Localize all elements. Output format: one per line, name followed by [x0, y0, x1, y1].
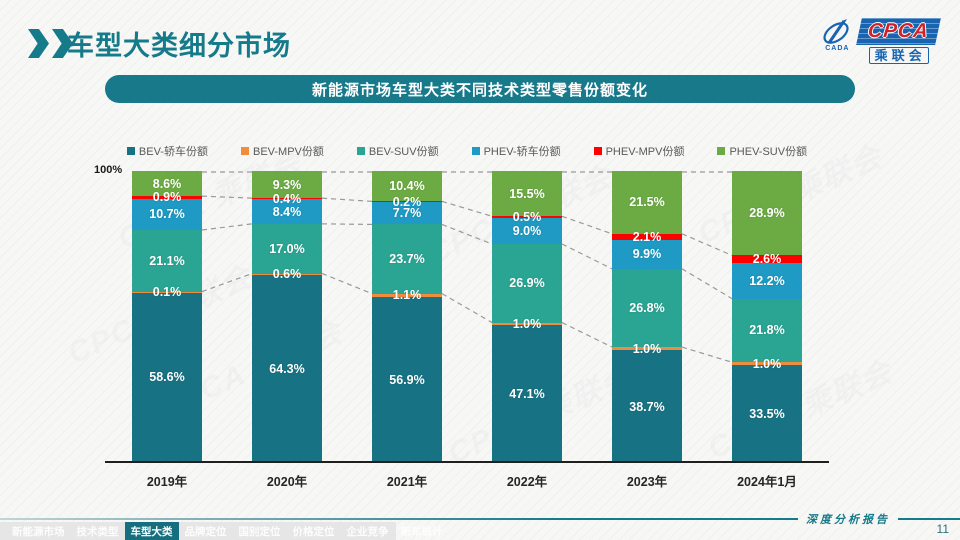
bar-segment: [372, 293, 442, 297]
nav-tab-2[interactable]: 技术类型: [76, 525, 119, 538]
bar-segment: [132, 230, 202, 292]
bar-segment: [372, 296, 442, 463]
cpca-acronym: CPCA: [867, 20, 931, 42]
bar-segment: [132, 291, 202, 463]
bar-segment: [132, 196, 202, 199]
bar-segment: [612, 350, 682, 463]
legend-label: PHEV-轿车份额: [483, 146, 561, 158]
chart-title-banner: 新能源市场车型大类不同技术类型零售份额变化: [105, 75, 855, 103]
legend-label: PHEV-SUV份额: [729, 146, 808, 158]
y-axis-100-label: 100%: [94, 164, 123, 176]
cpca-acronym-box: CPCA: [856, 18, 941, 45]
bar-segment: [732, 255, 802, 263]
bar-segment: [732, 362, 802, 366]
bar-segment: [732, 298, 802, 363]
nav-tab-5[interactable]: 国别定位: [238, 525, 281, 538]
bar-segment: [612, 347, 682, 350]
x-axis-category-label: 2019年: [146, 475, 188, 489]
cada-swoosh-icon: CADA: [820, 18, 854, 52]
bar-segment: [372, 201, 442, 202]
bar-segment: [372, 201, 442, 225]
legend-item: PHEV-MPV份额: [593, 143, 685, 159]
bar-segment: [492, 244, 562, 323]
bar-segment: [732, 263, 802, 299]
stacked-bar: 38.7% 1.0% 26.8% 9.9% 2.1% 21.5%: [612, 171, 682, 463]
legend-swatch-icon: [717, 147, 726, 155]
bar-segment: [492, 322, 562, 326]
page-number: 11: [936, 522, 949, 536]
bar-segment: [492, 171, 562, 217]
bar-segment: [612, 171, 682, 234]
bar-segment: [252, 198, 322, 200]
x-axis-category-label: 2024年1月: [737, 475, 797, 489]
legend-swatch-icon: [126, 147, 135, 155]
cpca-chinese-name: 乘联会: [868, 47, 929, 64]
chevron-icon: [52, 29, 73, 58]
legend-label: PHEV-MPV份额: [605, 146, 685, 158]
legend-item: BEV-MPV份额: [240, 143, 324, 159]
bar-segment: [492, 217, 562, 244]
bar-segment: [252, 273, 322, 276]
nav-tab-6[interactable]: 价格定位: [292, 525, 335, 538]
legend-item: PHEV-SUV份额: [717, 143, 807, 159]
legend-swatch-icon: [593, 147, 602, 155]
footer-note: 深度分析报告: [806, 513, 890, 526]
trend-connector-lines: [201, 171, 733, 363]
legend-label: BEV-SUV份额: [368, 146, 439, 158]
bar-segment: [492, 216, 562, 218]
legend-swatch-icon: [240, 147, 249, 155]
legend-label: BEV-轿车份额: [138, 146, 208, 158]
bar-segment: [612, 239, 682, 269]
stacked-bar: 56.9% 1.1% 23.7% 7.7% 0.2% 10.4%: [372, 171, 442, 463]
cpca-wordmark: CPCA 乘联会: [856, 18, 941, 64]
bar-segment: [252, 171, 322, 199]
legend-swatch-icon: [356, 147, 365, 155]
nav-tab-8[interactable]: 新车统计: [400, 525, 443, 538]
bar-segment: [612, 233, 682, 240]
bar-segment: [372, 171, 442, 202]
footer-rule-right: [898, 518, 960, 520]
cada-logo-text: CADA: [825, 45, 850, 52]
legend-item: PHEV-轿车份额: [471, 143, 561, 159]
chevron-icon: [28, 29, 49, 58]
x-axis-category-label: 2022年: [506, 475, 548, 489]
bar-segment: [252, 199, 322, 224]
chart-title: 新能源市场车型大类不同技术类型零售份额变化: [311, 81, 648, 99]
bar-segment: [132, 198, 202, 230]
chart-legend: BEV-轿车份额 BEV-MPV份额 BEV-SUV份额 PHEV-轿车份额 PHEV-…: [105, 143, 829, 159]
legend-item: BEV-轿车份额: [126, 143, 208, 159]
footer-rule: 深度分析报告: [0, 512, 960, 526]
x-axis-category-label: 2021年: [386, 475, 428, 489]
bar-segment: [372, 224, 442, 294]
nav-tab-7[interactable]: 企业竞争: [346, 525, 389, 538]
nav-tab-3[interactable]: 车型大类: [124, 522, 179, 540]
bar-segment: [612, 268, 682, 348]
bar-segment: [132, 171, 202, 197]
bar-segment: [732, 365, 802, 463]
bar-segment: [252, 223, 322, 274]
x-axis-category-label: 2023年: [626, 475, 668, 489]
legend-item: BEV-SUV份额: [356, 143, 439, 159]
page-title: 车型大类细分市场: [67, 31, 291, 61]
footer-rule-left: [0, 518, 798, 520]
nav-tab-1[interactable]: 新能源市场: [12, 525, 65, 538]
legend-label: BEV-MPV份额: [252, 146, 324, 158]
x-axis-category-label: 2020年: [266, 475, 308, 489]
legend-swatch-icon: [471, 147, 480, 155]
bar-segment: [252, 275, 322, 463]
bar-segment: [732, 171, 802, 256]
chart-plot-area: 58.6% 0.1% 21.1% 10.7% 0.9% 8.6% 64.3% 0.6% 17.0…: [105, 171, 829, 463]
x-axis-line: [105, 461, 829, 463]
section-nav: 新能源市场 技术类型 车型大类 品牌定位 国别定位 价格定位 企业竞争 新车统计: [0, 522, 443, 540]
bar-segment: [492, 325, 562, 463]
double-chevron-icon: [28, 29, 73, 58]
cpca-logo: CADA CPCA 乘联会: [820, 18, 941, 64]
nav-tab-4[interactable]: 品牌定位: [184, 525, 227, 538]
